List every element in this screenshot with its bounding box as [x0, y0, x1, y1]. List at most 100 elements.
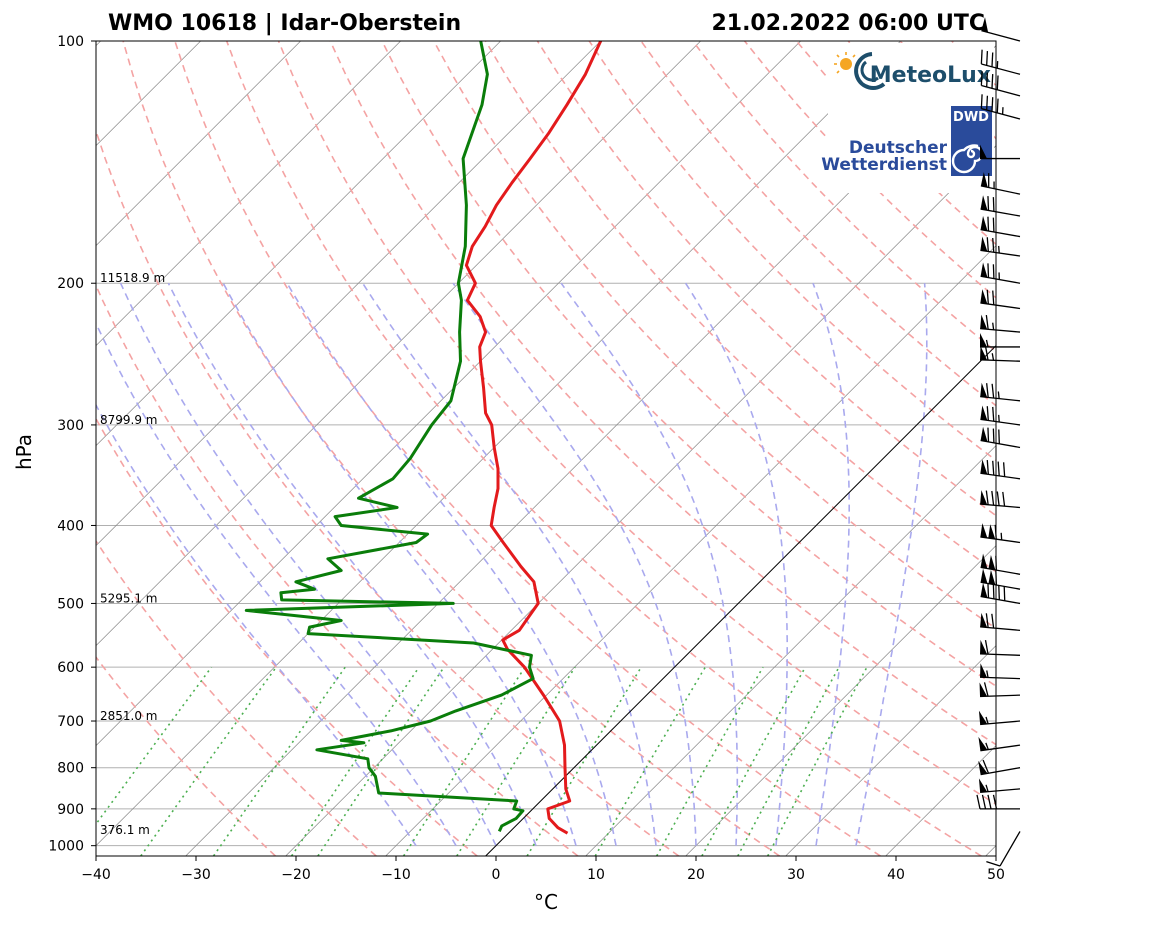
dry-adiabat-line	[536, 41, 996, 517]
moist-adiabat-line	[684, 282, 788, 846]
x-tick-label: 40	[887, 867, 905, 883]
wind-barb-shaft	[999, 831, 1021, 867]
mixing-ratio-line	[212, 666, 346, 856]
wind-barb-full	[991, 490, 995, 506]
dry-adiabat-line	[96, 417, 478, 856]
wind-barb	[980, 71, 1021, 97]
wind-barb-half	[997, 391, 1000, 399]
wind-barb-full	[986, 289, 989, 305]
wind-barb-full	[992, 217, 995, 232]
dry-adiabat-line	[96, 128, 680, 856]
wind-barb	[980, 426, 1021, 449]
wind-barb-shaft	[980, 395, 1021, 402]
dry-adiabat-line	[225, 41, 982, 856]
wind-barb-half	[985, 742, 989, 750]
wind-barb-full	[992, 197, 995, 212]
x-tick-label: −10	[381, 867, 411, 883]
wind-barb	[980, 94, 1021, 120]
wind-barb	[980, 405, 1021, 426]
wind-barb-full	[980, 71, 983, 86]
wind-barb-full	[983, 682, 989, 697]
y-tick-label: 100	[57, 34, 84, 50]
wind-barb	[980, 553, 1021, 575]
wind-barb-full	[986, 237, 989, 252]
dry-adiabat-line	[484, 41, 996, 573]
wind-barb-full	[985, 613, 989, 628]
wind-barb	[980, 49, 1021, 75]
wind-barb-flag	[980, 215, 988, 231]
wind-barb	[980, 663, 1021, 680]
wind-barb-full	[998, 429, 1000, 444]
dry-adiabat-line	[174, 41, 881, 856]
wind-barb-flag	[988, 569, 996, 585]
chart-title-station: WMO 10618 | Idar-Oberstein	[108, 11, 461, 36]
wind-barb-flag	[980, 236, 988, 252]
wind-barb-flag	[980, 459, 988, 475]
wind-barb-shaft	[980, 249, 1021, 257]
wind-barb-shaft	[980, 302, 1021, 310]
wind-barb-flag	[979, 682, 988, 697]
wind-barb	[980, 262, 1021, 284]
height-label: 8799.9 m	[100, 413, 158, 427]
wind-barb	[980, 582, 1021, 605]
wind-barb-flag	[980, 426, 988, 442]
wind-barb-full	[991, 52, 994, 67]
height-label: 5295.1 m	[100, 591, 158, 605]
isotherm-line	[985, 845, 996, 856]
wind-barb-full	[985, 490, 989, 505]
wind-barb-flag	[980, 612, 988, 628]
mixing-ratio-line	[526, 666, 642, 856]
moist-adiabat-line	[119, 282, 497, 847]
wind-barb	[978, 710, 1021, 726]
isotherm-line	[96, 41, 301, 247]
wind-barb-half	[1000, 532, 1003, 540]
wind-barb-full	[1003, 586, 1006, 601]
wind-barb-full	[982, 759, 990, 774]
wind-barb-full	[987, 216, 990, 232]
wind-barb-full	[992, 237, 995, 253]
wind-barb-flag	[980, 553, 988, 569]
isotherm-line	[785, 645, 996, 856]
wind-barb-flag	[981, 17, 989, 33]
isotherm-line	[96, 41, 801, 747]
dry-adiabat-line	[329, 41, 996, 746]
wind-barb	[981, 17, 1021, 42]
dry-adiabat-line	[1004, 41, 1160, 856]
wind-barb	[980, 195, 1021, 217]
dry-adiabat-line	[1055, 41, 1160, 856]
wind-barb	[978, 759, 1021, 776]
wind-barb	[980, 144, 1020, 160]
moist-adiabat-line	[96, 403, 417, 847]
wind-barb-full	[984, 639, 989, 655]
y-tick-label: 1000	[48, 839, 84, 855]
wind-barb	[980, 314, 1021, 333]
y-axis-ticks: 100 200 300 400 500 600 700 800 900 1000	[48, 34, 96, 855]
dry-adiabat-line	[96, 283, 579, 856]
wind-barb-full	[986, 95, 989, 111]
wind-barb-full	[987, 263, 990, 278]
dwd-logo-line1: Deutscher	[849, 138, 948, 158]
moist-adiabat-line	[286, 282, 617, 846]
mixing-ratio-line	[140, 666, 277, 856]
wind-barb-shaft	[980, 676, 1021, 680]
wind-barb-flag	[980, 490, 988, 505]
wind-barb-half	[991, 353, 995, 361]
wind-barb-full	[997, 461, 1000, 476]
dry-adiabat-line	[96, 539, 377, 856]
y-tick-label: 700	[57, 714, 84, 730]
temperature-line	[464, 41, 603, 835]
y-tick-label: 800	[57, 761, 84, 777]
isotherm-line	[685, 545, 996, 856]
mixing-ratio-line	[656, 666, 764, 856]
isotherm-line	[96, 41, 501, 447]
wind-barb-flag	[980, 289, 988, 304]
wind-barb-half	[985, 339, 989, 348]
wind-barb-full	[992, 794, 998, 809]
mixing-ratio-line	[290, 666, 420, 856]
wind-barb-full	[991, 383, 995, 399]
wind-barb-shaft	[980, 694, 1021, 698]
wind-barb	[980, 523, 1021, 544]
wind-barb-full	[992, 428, 995, 443]
dwd-spiral-icon	[951, 144, 984, 174]
